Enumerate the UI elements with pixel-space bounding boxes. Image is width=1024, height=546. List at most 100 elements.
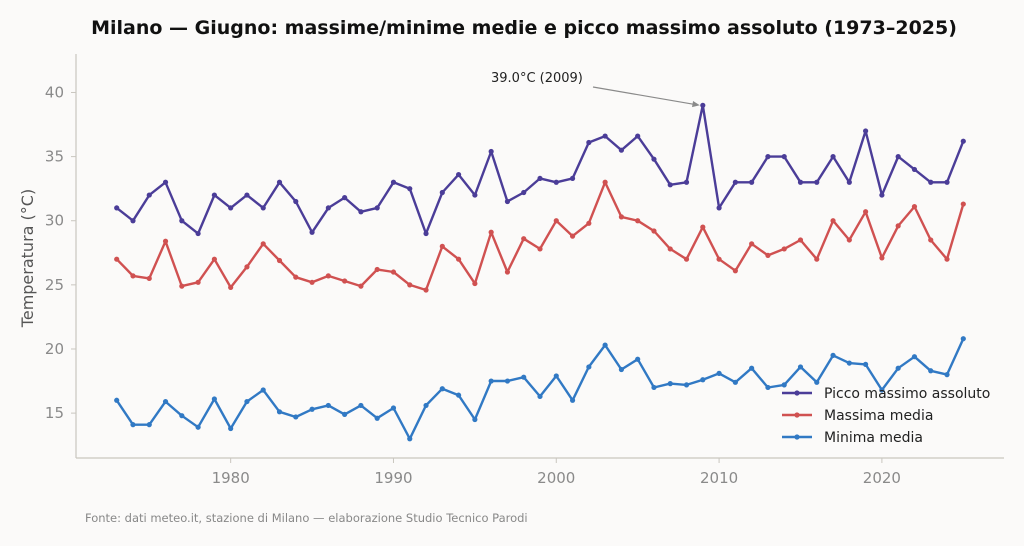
data-point [130,218,136,224]
legend-label: Minima media [824,430,923,446]
data-point [439,386,445,392]
data-point [960,201,966,207]
y-tick-label: 30 [45,212,64,230]
data-point [928,179,934,185]
data-point [472,192,478,198]
data-point [635,356,641,362]
data-point [911,166,918,173]
data-point [846,179,852,185]
data-point [130,422,136,428]
data-point [358,402,364,409]
data-point [472,416,478,423]
data-point [244,264,250,270]
data-point [439,243,445,249]
x-tick-label: 2010 [700,469,738,487]
data-point [488,378,494,384]
data-point [342,278,348,284]
data-point [504,198,511,205]
data-point [667,182,673,188]
data-point [390,179,397,185]
data-point [244,192,250,198]
data-point [797,237,804,243]
y-axis-label: Temperatura (°C) [18,189,37,328]
source-note: Fonte: dati meteo.it, stazione di Milano… [85,511,528,525]
data-point [716,256,722,262]
data-point [276,409,283,415]
data-point [797,179,804,185]
legend: Picco massimo assoluto Massima media Minim… [782,386,990,446]
y-tick-label: 15 [45,404,64,422]
data-point [455,256,462,262]
legend-swatch-marker [794,434,800,440]
data-point [765,252,771,258]
series-2 [114,179,966,293]
data-point [293,198,299,205]
data-point [879,192,885,198]
data-point [374,205,380,211]
legend-label: Picco massimo assoluto [824,386,990,402]
data-point [618,214,625,220]
data-point [537,393,543,400]
data-point [553,373,559,379]
data-point [179,413,185,419]
legend-item: Picco massimo assoluto [782,386,990,402]
data-point [423,230,429,237]
data-point [211,256,217,262]
data-point [537,175,543,182]
data-point [569,175,576,182]
data-point [911,204,918,210]
legend-swatch-marker [794,390,800,396]
data-point [504,378,511,384]
data-point [781,382,787,388]
data-point [162,179,169,185]
data-point [162,238,169,244]
annotation-arrow-head [692,100,700,108]
y-tick-label: 20 [45,340,64,358]
data-point [260,241,266,247]
data-point [211,192,217,198]
y-tick-label: 25 [45,276,64,294]
data-point [260,205,266,211]
y-tick-label: 40 [45,83,64,101]
data-point [521,374,527,380]
data-point [309,406,315,412]
axes: 1980 1990 2000 2010 2020 15 20 25 30 35 40 [45,54,1004,487]
data-point [830,154,836,160]
data-point [667,246,673,252]
data-point [700,224,706,230]
data-point [569,397,576,403]
data-point [439,189,445,196]
data-point [635,218,641,224]
chart-title: Milano — Giugno: massime/minime medie e … [91,17,957,39]
data-point [260,387,266,393]
data-point [228,205,234,211]
data-point [195,230,201,237]
series-3 [114,336,966,442]
data-point [325,402,331,409]
annotation-label: 39.0°C (2009) [491,71,583,86]
data-point [830,218,836,224]
data-point [602,342,608,348]
data-point [683,256,690,262]
data-point [488,229,494,235]
data-point [635,133,641,139]
data-point [618,147,625,153]
data-point [863,361,869,367]
data-point [195,279,201,285]
legend-label: Massima media [824,408,933,424]
data-point [293,274,299,280]
data-point [895,365,901,371]
data-point [732,179,738,185]
data-point [814,256,820,262]
data-point [228,425,234,432]
data-point [244,398,250,405]
y-tick-label: 35 [45,148,64,166]
data-point [358,283,364,289]
data-point [781,154,787,160]
data-point [928,368,934,374]
data-point [602,133,608,139]
data-point [586,220,592,226]
data-point [960,138,966,144]
data-point [944,256,950,262]
